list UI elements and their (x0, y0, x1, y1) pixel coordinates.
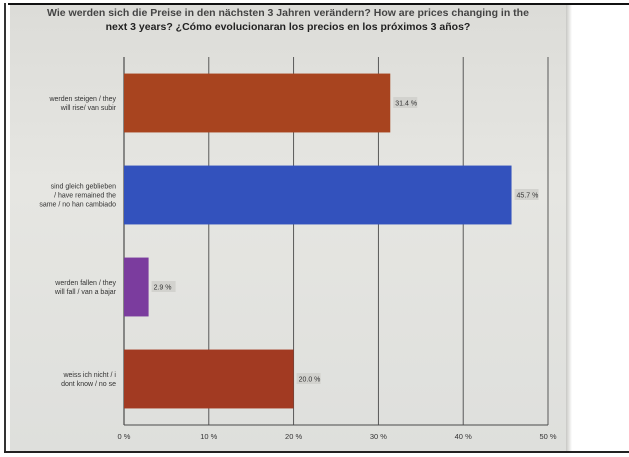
data-label: 45.7 % (517, 193, 539, 200)
chart-title-line-1: Wie werden sich die Preise in den nächst… (47, 7, 529, 19)
category-label: sind gleich geblieben (51, 184, 116, 191)
category-label: same / no han cambiado (39, 202, 116, 209)
category-label: werden steigen / they (48, 96, 116, 103)
category-label: / have remained the (54, 193, 116, 200)
category-label: will rise/ van subir (60, 105, 117, 112)
bar (124, 257, 149, 317)
left-border-line (4, 3, 6, 453)
bar (124, 73, 391, 133)
bar (124, 165, 512, 225)
data-label-background (514, 189, 539, 200)
bar (124, 349, 294, 409)
data-label: 20.0 % (299, 377, 321, 384)
data-label-background (393, 97, 418, 108)
screen-edge (566, 5, 572, 451)
x-tick-label: 50 % (539, 432, 556, 441)
data-label: 31.4 % (395, 101, 417, 108)
category-label: will fall / van a bajar (54, 289, 117, 296)
category-label: weiss ich nicht / i (62, 372, 116, 379)
category-label: dont know / no se (61, 381, 116, 388)
data-label-background (296, 373, 321, 384)
x-tick-label: 20 % (285, 432, 302, 441)
x-tick-label: 40 % (455, 432, 472, 441)
x-tick-label: 0 % (118, 432, 131, 441)
data-label: 2.9 % (154, 285, 172, 292)
bottom-border-line (4, 451, 629, 453)
top-border-line (8, 3, 629, 5)
x-tick-label: 30 % (370, 432, 387, 441)
data-label-background (151, 281, 176, 292)
category-label: werden fallen / they (54, 280, 116, 287)
bar-chart: 0 % 10 % 20 % 30 % 40 % 50 % 31.4 % werden stei… (39, 57, 557, 441)
x-tick-label: 10 % (200, 432, 217, 441)
chart-title-line-2: next 3 years? ¿Cómo evolucionaran los pr… (105, 21, 471, 33)
projected-slide: Wie werden sich die Preise in den nächst… (10, 5, 566, 451)
